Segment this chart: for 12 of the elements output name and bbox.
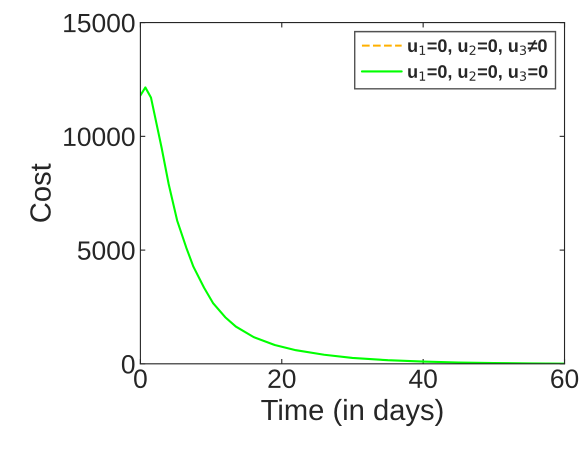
x-axis-title: Time (in days) bbox=[261, 398, 442, 426]
legend-label: u$_{1}$=0, u$_{2}$=0, u$_{3}$≠0 bbox=[408, 39, 547, 56]
y-tick-label: 15000 bbox=[64, 14, 135, 32]
legend-label: u$_{1}$=0, u$_{2}$=0, u$_{3}$=0 bbox=[408, 65, 548, 81]
x-tick-label: 0 bbox=[134, 369, 147, 388]
y-tick-label: 5000 bbox=[78, 241, 135, 260]
y-tick-label: 10000 bbox=[64, 127, 135, 146]
y-tick-label: 0 bbox=[122, 354, 135, 374]
y-axis-title: Cost bbox=[30, 163, 51, 222]
x-tick-label: 60 bbox=[551, 369, 578, 388]
x-tick-label: 20 bbox=[268, 369, 296, 388]
x-tick-label: 40 bbox=[409, 369, 437, 388]
